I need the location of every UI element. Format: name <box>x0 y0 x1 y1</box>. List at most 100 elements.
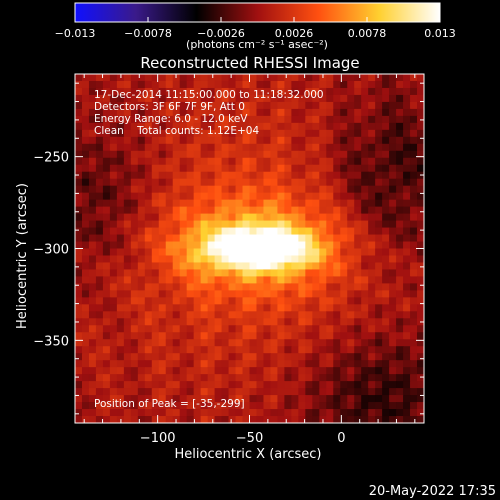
heatmap-cell <box>270 80 279 89</box>
heatmap-cell <box>214 388 223 396</box>
heatmap-cell <box>214 332 223 340</box>
heatmap-cell <box>396 269 404 278</box>
heatmap-cell <box>389 325 397 333</box>
heatmap-cell <box>179 136 188 145</box>
heatmap-cell <box>144 192 153 201</box>
heatmap-cell <box>130 136 139 145</box>
heatmap-cell <box>221 297 230 305</box>
heatmap-cell <box>172 80 181 89</box>
heatmap-cell <box>137 129 146 138</box>
heatmap-cell <box>81 353 90 361</box>
heatmap-cell <box>130 178 139 187</box>
heatmap-cell <box>291 122 299 131</box>
heatmap-cell <box>116 150 125 159</box>
heatmap-cell <box>368 304 376 312</box>
heatmap-cell <box>389 339 397 347</box>
heatmap-cell <box>333 129 341 138</box>
heatmap-cell <box>277 185 285 194</box>
heatmap-cell <box>123 115 132 124</box>
heatmap-cell <box>284 269 292 278</box>
heatmap-cell <box>235 311 244 319</box>
heatmap-cell <box>179 276 188 284</box>
heatmap-cell <box>249 332 258 340</box>
heatmap-cell <box>263 290 272 298</box>
heatmap-cell <box>214 255 223 264</box>
heatmap-cell <box>88 248 97 257</box>
heatmap-cell <box>88 360 97 368</box>
heatmap-cell <box>333 388 341 396</box>
heatmap-cell <box>130 241 139 250</box>
heatmap-cell <box>165 325 174 333</box>
heatmap-cell <box>249 360 258 368</box>
heatmap-cell <box>130 290 139 298</box>
heatmap-cell <box>375 164 383 173</box>
heatmap-cell <box>88 150 97 159</box>
heatmap-cell <box>130 101 139 110</box>
heatmap-cell <box>235 255 244 264</box>
heatmap-cell <box>214 171 223 180</box>
heatmap-cell <box>137 241 146 250</box>
heatmap-cell <box>200 304 209 312</box>
heatmap-cell <box>172 150 181 159</box>
heatmap-cell <box>242 129 251 138</box>
heatmap-cell <box>354 395 362 403</box>
heatmap-cell <box>319 283 327 291</box>
heatmap-cell <box>368 87 376 96</box>
heatmap-cell <box>263 143 272 152</box>
heatmap-cell <box>144 178 153 187</box>
heatmap-cell <box>298 402 306 410</box>
heatmap-cell <box>256 311 265 319</box>
heatmap-cell <box>144 220 153 229</box>
heatmap-cell <box>179 346 188 354</box>
heatmap-cell <box>88 297 97 305</box>
heatmap-cell <box>326 178 334 187</box>
heatmap-cell <box>361 122 369 131</box>
heatmap-cell <box>291 227 299 236</box>
heatmap-cell <box>333 353 341 361</box>
heatmap-cell <box>214 290 223 298</box>
heatmap-cell <box>256 185 265 194</box>
heatmap-cell <box>242 262 251 271</box>
heatmap-cell <box>291 332 299 340</box>
heatmap-cell <box>193 304 202 312</box>
heatmap-cell <box>382 94 390 103</box>
heatmap-cell <box>144 115 153 124</box>
heatmap-cell <box>179 416 188 423</box>
heatmap-cell <box>179 206 188 215</box>
heatmap-cell <box>396 276 404 284</box>
heatmap-cell <box>123 234 132 243</box>
heatmap-cell <box>221 325 230 333</box>
heatmap-cell <box>207 255 216 264</box>
heatmap-cell <box>305 367 313 375</box>
heatmap-cell <box>165 171 174 180</box>
heatmap-cell <box>361 150 369 159</box>
heatmap-cell <box>312 101 320 110</box>
heatmap-cell <box>277 87 285 96</box>
heatmap-cell <box>256 374 265 382</box>
heatmap-cell <box>242 143 251 152</box>
heatmap-cell <box>298 353 306 361</box>
heatmap-cell <box>347 360 355 368</box>
heatmap-cell <box>151 395 160 403</box>
heatmap-cell <box>319 374 327 382</box>
heatmap-cell <box>207 171 216 180</box>
heatmap-cell <box>284 220 292 229</box>
heatmap-cell <box>123 367 132 375</box>
heatmap-cell <box>333 409 341 417</box>
heatmap-cell <box>284 339 292 347</box>
heatmap-cell <box>207 87 216 96</box>
heatmap-cell <box>410 192 418 201</box>
heatmap-cell <box>361 241 369 250</box>
heatmap-cell <box>235 143 244 152</box>
heatmap-cell <box>312 80 320 89</box>
heatmap-cell <box>235 94 244 103</box>
heatmap-cell <box>228 178 237 187</box>
heatmap-cell <box>221 290 230 298</box>
heatmap-cell <box>354 353 362 361</box>
heatmap-cell <box>312 360 320 368</box>
heatmap-cell <box>95 255 104 264</box>
heatmap-cell <box>277 395 285 403</box>
heatmap-cell <box>263 80 272 89</box>
heatmap-cell <box>270 185 279 194</box>
heatmap-cell <box>340 255 348 264</box>
